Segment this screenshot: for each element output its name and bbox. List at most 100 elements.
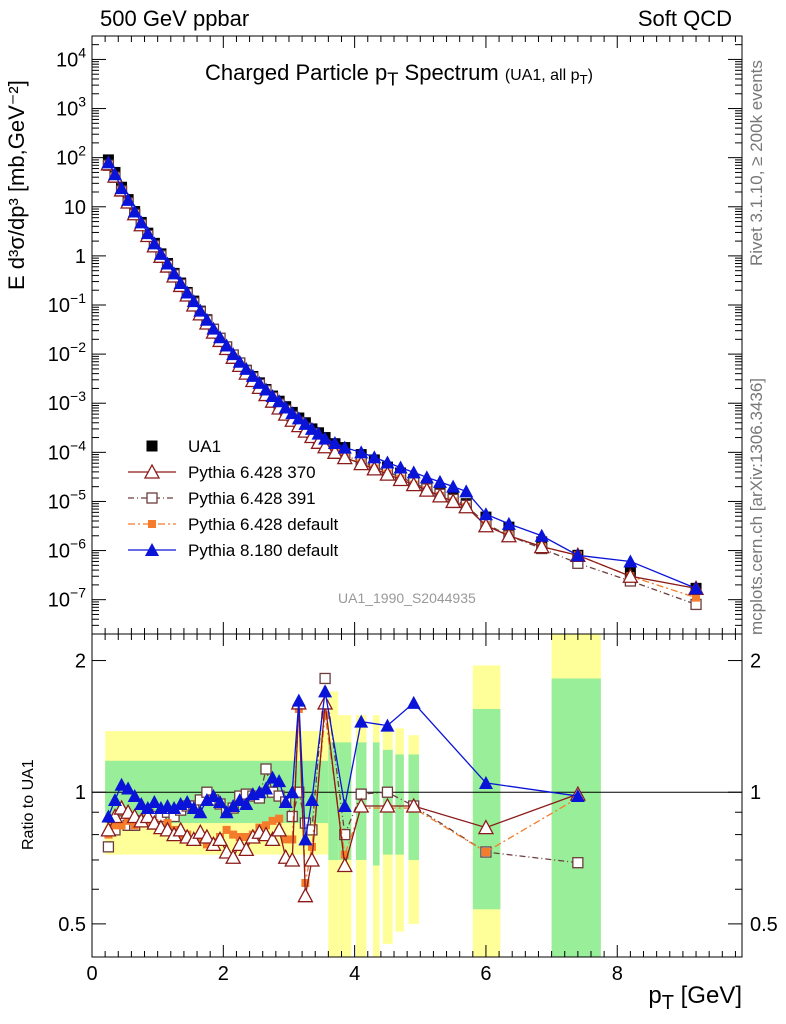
data-point [226, 347, 241, 361]
ratio-point [117, 821, 126, 830]
data-point [406, 465, 421, 479]
ratio-point [478, 775, 493, 789]
data-point [140, 226, 155, 240]
data-point [180, 285, 195, 299]
ratio-axis-label: Ratio to UA1 [20, 759, 37, 850]
data-point [367, 450, 382, 464]
ratio-point [271, 821, 288, 837]
data-point [622, 567, 639, 583]
y-tick-label: 104 [56, 44, 86, 71]
data-point [392, 471, 409, 487]
ratio-point [101, 809, 116, 823]
ratio-point [264, 831, 281, 847]
x-tick-label: 6 [480, 963, 491, 985]
ratio-point [307, 842, 316, 851]
data-point [232, 354, 247, 368]
legend-item: UA1 [146, 437, 221, 456]
ratio-point [127, 789, 142, 803]
ratio-point [196, 835, 205, 844]
y-tick-label: 103 [56, 94, 86, 121]
ratio-point [354, 714, 369, 728]
y-tick-label: 10−1 [48, 290, 86, 317]
y-tick-label: 102 [56, 143, 86, 170]
x-axis-label: pT [GeV] [648, 982, 742, 1015]
data-point [298, 416, 313, 430]
data-point [446, 479, 461, 493]
ratio-point [306, 824, 318, 836]
ratio-point [316, 694, 334, 710]
ratio-point [318, 684, 333, 698]
ratio-point [107, 792, 122, 806]
legend-label: Pythia 6.428 391 [188, 489, 316, 508]
legend-marker [146, 440, 158, 452]
category-label: Soft QCD [637, 6, 732, 31]
legend-label: UA1 [188, 437, 221, 456]
data-point [107, 167, 122, 181]
data-point [501, 516, 516, 530]
data-point [458, 498, 475, 514]
ratio-point [172, 821, 189, 837]
data-point [379, 465, 396, 481]
data-point [336, 449, 353, 465]
ratio-point [353, 797, 370, 813]
ratio-point [134, 796, 149, 810]
rivet-label-box: Rivet 3.1.10, ≥ 200k events [747, 36, 771, 266]
ratio-point [406, 695, 421, 709]
ratio-point [298, 832, 313, 846]
data-point [478, 507, 493, 521]
band-green [328, 742, 339, 860]
ratio-point [102, 841, 115, 853]
site-label-box: mcplots.cern.ch [arXiv:1306.3436] [747, 340, 771, 635]
ratio-point [570, 789, 585, 803]
ratio-point [167, 801, 182, 815]
ratio-frame [91, 633, 743, 958]
y-axis-label-box: E d³σ/dp³ [mb,GeV⁻²] [4, 60, 44, 290]
ratio-tick-label: 0.5 [58, 914, 86, 936]
data-point [692, 593, 701, 602]
site-label: mcplots.cern.ch [arXiv:1306.3436] [747, 377, 766, 635]
ratio-point [213, 794, 228, 808]
x-axis-label-sub: T [661, 991, 674, 1014]
title-main-sub: T [387, 68, 399, 90]
data-point [114, 181, 129, 195]
legend-item: Pythia 8.180 default [128, 541, 339, 560]
band-green [373, 742, 380, 866]
ratio-point [180, 794, 195, 808]
legend-label: Pythia 8.180 default [188, 541, 339, 560]
ratio-point [229, 830, 238, 839]
series-pythia-6-428-default [104, 160, 701, 602]
x-axis-label-p: p [648, 982, 662, 1009]
ratio-point [222, 825, 231, 834]
data-point [285, 406, 300, 420]
data-point [239, 361, 254, 375]
ratio-point [185, 831, 202, 847]
data-point [326, 443, 344, 459]
ratio-point [176, 832, 185, 841]
y-tick-label: 10−6 [48, 536, 86, 563]
ratio-point [319, 672, 331, 685]
data-point [366, 460, 383, 476]
data-point [265, 389, 280, 403]
x-tick-label: 8 [612, 963, 623, 985]
ratio-point [202, 840, 211, 849]
ratio-point [238, 841, 255, 857]
data-point [380, 455, 395, 469]
ratio-point [268, 816, 277, 825]
ratio-point [242, 832, 251, 841]
ratio-point [239, 796, 254, 810]
data-point [186, 294, 201, 308]
data-point [477, 517, 495, 533]
ratio-point [211, 831, 229, 847]
data-point [291, 411, 306, 425]
x-tick-label: 4 [349, 963, 360, 985]
data-point [173, 276, 188, 290]
title-main: Charged Particle p [205, 60, 388, 85]
legend-marker [145, 543, 159, 556]
ratio-point [381, 786, 394, 798]
data-point [121, 192, 136, 206]
ratio-tick-label-right: 0.5 [750, 914, 778, 936]
data-point [167, 266, 182, 280]
title-main-rest: Spectrum [398, 60, 499, 85]
ratio-point [297, 887, 314, 903]
ratio-point [336, 857, 353, 873]
